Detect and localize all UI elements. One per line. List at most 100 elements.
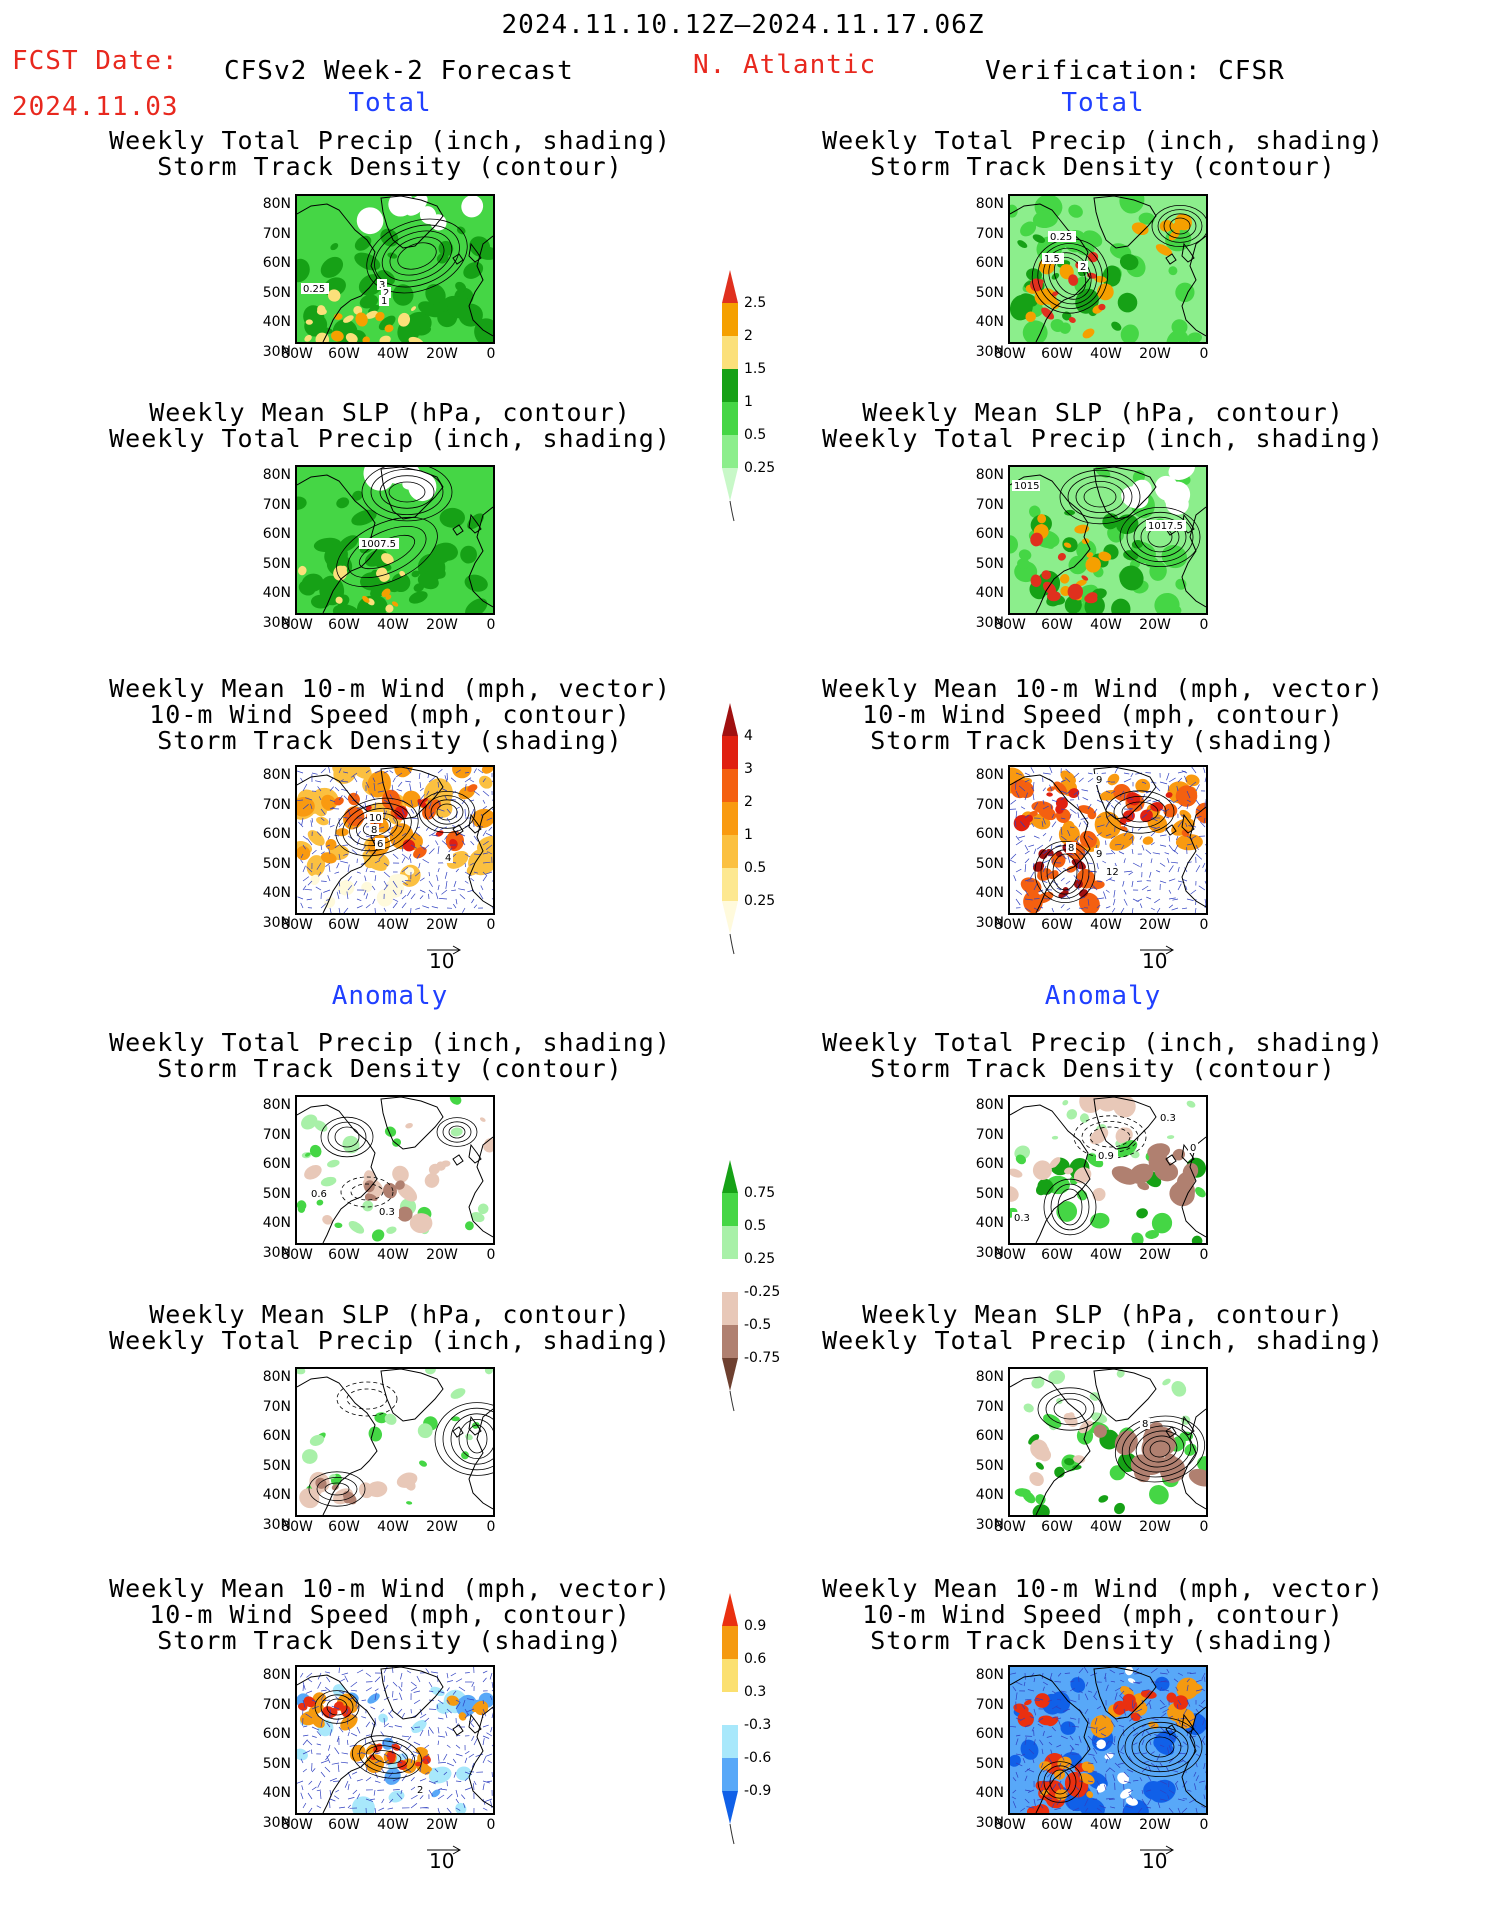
shading-blob <box>1098 551 1112 562</box>
shading-blob <box>1117 1772 1129 1785</box>
latitude-label: 50N <box>262 284 291 301</box>
latitude-label: 70N <box>262 496 291 513</box>
shading-blob <box>298 565 307 576</box>
vector-reference-value: 10 <box>1142 1849 1168 1873</box>
longitude-label: 20W <box>426 1247 458 1263</box>
longitude-label: 60W <box>1041 1247 1073 1263</box>
shading-blob <box>404 867 415 876</box>
colorbar-svg <box>722 703 738 955</box>
contour-label: 6 <box>377 839 383 850</box>
longitude-label: 60W <box>1041 1817 1073 1833</box>
shading-blob <box>297 1702 308 1711</box>
shading-blob <box>297 496 307 511</box>
shading-blob <box>320 1176 337 1187</box>
shading-blob <box>352 490 363 501</box>
map-panel: 0.25 1.5 2 <box>1008 194 1208 344</box>
shading-blob <box>383 1182 397 1199</box>
map-svg: 0.6 0.3 <box>297 1097 493 1243</box>
shading-blob <box>1168 229 1180 241</box>
map-panel: 10 8 6 4 <box>295 765 495 915</box>
shading-blob <box>375 311 385 322</box>
shading-blob <box>362 1200 374 1212</box>
shading-blob <box>1010 535 1019 554</box>
shading-blob <box>1179 809 1192 820</box>
longitude-label: 60W <box>1041 617 1073 633</box>
map-panel <box>1008 1665 1208 1815</box>
shading-blob <box>397 312 411 327</box>
colorbar-label: 2.5 <box>744 295 767 311</box>
latitude-label: 50N <box>975 1185 1004 1202</box>
latitude-label: 30N <box>975 914 1004 931</box>
shading-blob <box>1073 879 1083 889</box>
shading-blob <box>1010 1186 1019 1202</box>
latitude-label: 30N <box>262 343 291 360</box>
longitude-label: 80W <box>281 1519 313 1535</box>
shading-blob <box>450 1127 463 1137</box>
latitude-label: 50N <box>975 1457 1004 1474</box>
shading-blob <box>1089 1127 1109 1145</box>
shading-blob <box>392 1138 402 1147</box>
longitude-label: 80W <box>281 917 313 933</box>
shading-blob <box>1171 818 1195 836</box>
shading-blob <box>310 874 320 885</box>
shading-blob <box>1131 479 1152 500</box>
shading-blob <box>388 1756 396 1764</box>
contour-label: 0.3 <box>1160 1113 1176 1124</box>
vf-total-wind-storm: 80N 70N 60N 50N 40N 30N 9 8 9 12 80W 60W 40W 20W 0 10 <box>968 765 1244 973</box>
shading-blob <box>1173 1695 1189 1710</box>
shading-blob <box>1037 1178 1054 1195</box>
panel-title: Weekly Mean SLP (hPa, contour) <box>862 398 1344 427</box>
shading-blob <box>1169 1181 1195 1207</box>
colorbar-svg <box>722 1160 738 1412</box>
longitude-label: 0 <box>1199 1247 1209 1263</box>
shading-blob <box>387 1753 409 1770</box>
shading-blob <box>1159 220 1174 232</box>
shading-blob <box>1119 254 1139 271</box>
shading-blob <box>1113 1700 1127 1715</box>
latitude-label: 60N <box>262 1726 291 1742</box>
shading-blob <box>1041 570 1052 580</box>
contour-label: 1015 <box>1014 481 1039 492</box>
latitude-label: 40N <box>975 314 1004 330</box>
colorbar-segment <box>722 1725 738 1758</box>
shading-blob <box>1116 1369 1125 1378</box>
latitude-label: 80N <box>975 467 1004 483</box>
latitude-label: 40N <box>975 585 1004 601</box>
latitude-label: 50N <box>975 284 1004 301</box>
shading-blob <box>1107 773 1120 786</box>
shading-blob <box>371 1229 385 1242</box>
colorbar-segment <box>722 901 738 934</box>
latitude-label: 60N <box>975 526 1004 542</box>
shading-blob <box>321 794 336 811</box>
vector-reference-value: 10 <box>1142 949 1168 973</box>
shading-blob <box>458 1712 467 1721</box>
colorbar-label: 0.25 <box>744 1251 776 1267</box>
latitude-label: 60N <box>262 826 291 842</box>
shading-blob <box>1017 240 1028 249</box>
shading-blob <box>1055 850 1063 858</box>
contour-label: 2 <box>1080 262 1086 273</box>
shading-blob <box>1159 1456 1186 1483</box>
colorbar-label: 2 <box>744 328 753 344</box>
shading-blob <box>376 889 394 907</box>
latitude-label: 30N <box>262 1814 291 1831</box>
shading-blob <box>399 570 406 577</box>
total-heading-right: Total <box>1061 88 1145 118</box>
shading-blob <box>364 1180 375 1193</box>
shading-blob <box>1140 809 1153 823</box>
vector-reference: 10 <box>425 941 465 981</box>
shading-blob <box>1056 1201 1078 1222</box>
shading-blob <box>324 543 348 568</box>
longitude-label: 20W <box>1139 1247 1171 1263</box>
shading-blob <box>1197 1456 1206 1472</box>
shading-blob <box>365 310 378 319</box>
colorbar-segment <box>722 1160 738 1193</box>
shading-blob <box>343 315 354 323</box>
shading-blob <box>1166 329 1189 342</box>
longitude-label: 20W <box>1139 617 1171 633</box>
colorbar-label: 0.5 <box>744 1218 767 1234</box>
colorbar-segment <box>722 435 738 468</box>
shading-blob <box>1175 282 1195 303</box>
shading-blob <box>1053 781 1068 795</box>
latitude-label: 50N <box>975 555 1004 572</box>
